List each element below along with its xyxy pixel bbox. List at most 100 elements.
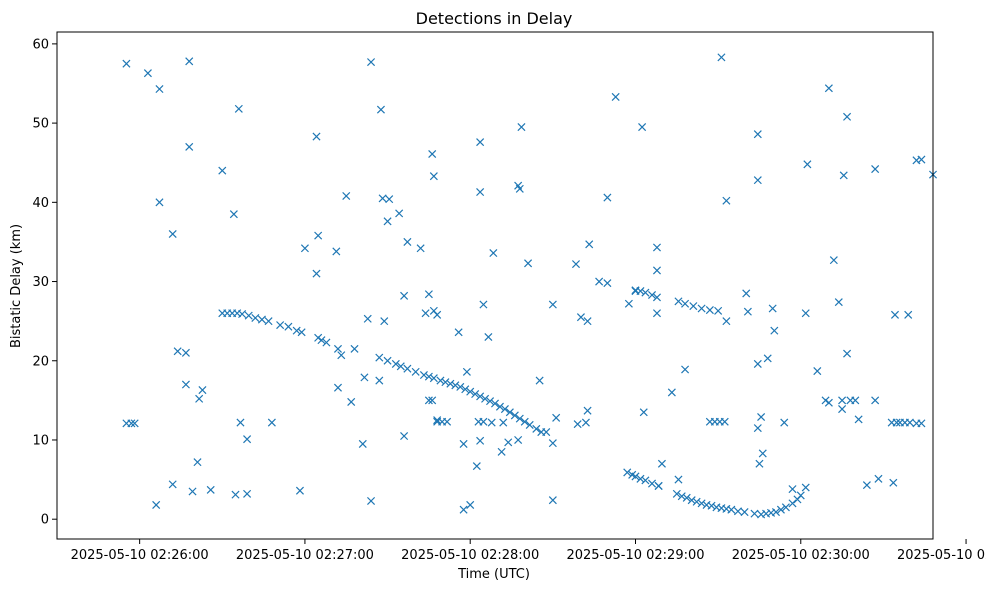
chart-title: Detections in Delay <box>416 9 573 28</box>
data-point <box>652 293 662 302</box>
data-point <box>446 379 455 388</box>
x-tick-label: 2025-05-10 02:28:00 <box>401 548 539 563</box>
data-point <box>489 248 498 258</box>
y-tick-label: 0 <box>41 513 49 528</box>
data-point <box>428 396 437 405</box>
data-point <box>720 417 729 426</box>
data-point <box>796 491 805 500</box>
data-point <box>358 439 367 448</box>
series-track-c-curve <box>623 468 805 519</box>
data-point <box>758 449 767 458</box>
data-point <box>433 310 442 319</box>
data-point <box>476 436 485 445</box>
data-point <box>631 287 640 296</box>
data-point <box>378 194 387 203</box>
data-point <box>367 58 376 67</box>
data-point <box>862 481 871 490</box>
data-point <box>350 344 359 353</box>
data-point <box>573 420 582 429</box>
data-point <box>603 193 612 202</box>
x-tick-label: 2025-05-10 02:30:00 <box>732 548 870 563</box>
data-point <box>548 496 557 505</box>
data-point <box>342 191 351 201</box>
data-point <box>548 300 557 309</box>
data-point <box>472 462 481 471</box>
data-point <box>705 306 714 315</box>
data-point <box>234 104 243 113</box>
data-point <box>168 229 177 239</box>
data-point <box>195 394 204 403</box>
data-point <box>312 269 321 278</box>
data-point <box>383 356 392 365</box>
data-point <box>641 288 650 297</box>
data-point <box>647 290 657 300</box>
data-point <box>824 398 833 407</box>
data-point <box>476 392 485 401</box>
data-point <box>504 438 513 447</box>
data-point <box>243 489 252 498</box>
data-point <box>428 149 437 159</box>
data-point <box>363 314 372 323</box>
data-point <box>403 364 412 373</box>
data-point <box>185 57 194 66</box>
x-tick-label: 2025-05-10 02:29:00 <box>566 548 704 563</box>
x-tick-label: 2025-05-10 02:27:00 <box>236 548 374 563</box>
series-const-12km <box>122 396 926 428</box>
data-point <box>424 290 433 299</box>
data-point <box>347 397 356 406</box>
data-point <box>654 481 663 490</box>
data-point <box>687 496 696 505</box>
data-point <box>416 244 425 253</box>
data-point <box>917 419 926 428</box>
data-point <box>181 380 190 389</box>
x-axis-label: Time (UTC) <box>457 567 530 582</box>
data-point <box>193 458 202 467</box>
data-point <box>742 289 751 298</box>
data-point <box>495 402 504 411</box>
data-point <box>360 373 369 382</box>
data-point <box>218 166 227 175</box>
data-point <box>641 476 650 485</box>
data-point <box>515 414 524 423</box>
data-point <box>843 112 852 121</box>
data-point <box>740 508 749 517</box>
data-point <box>461 385 470 394</box>
y-tick-label: 20 <box>32 354 49 369</box>
axes-layer: 2025-05-10 02:26:00 2025-05-10 02:27:00 20… <box>32 37 986 563</box>
x-tick-label: 2025-05-10 02:31:00 <box>897 548 986 563</box>
data-point <box>143 69 152 78</box>
data-point <box>717 53 726 62</box>
data-point <box>639 408 648 417</box>
data-point <box>257 315 266 324</box>
data-point <box>681 299 690 308</box>
data-point <box>185 142 194 151</box>
data-point <box>753 359 762 368</box>
data-point <box>801 483 810 492</box>
data-point <box>631 472 640 481</box>
data-point <box>677 492 686 501</box>
data-point <box>768 304 777 313</box>
data-point <box>576 313 585 322</box>
data-point <box>571 260 581 269</box>
data-point <box>780 418 789 427</box>
data-point <box>854 415 863 424</box>
data-point <box>714 306 723 315</box>
plot-area-frame <box>56 31 934 540</box>
data-point <box>595 277 604 286</box>
series-clutter <box>122 53 938 514</box>
data-point <box>471 390 480 399</box>
data-point <box>520 417 529 426</box>
data-point <box>851 396 860 405</box>
data-point <box>674 297 683 306</box>
data-point <box>548 439 557 448</box>
data-point <box>198 386 207 395</box>
data-point <box>421 309 430 318</box>
data-point <box>276 321 285 330</box>
data-point <box>168 480 177 489</box>
data-point <box>403 237 412 246</box>
data-point <box>267 418 276 427</box>
data-point <box>429 374 438 383</box>
data-point <box>829 256 838 265</box>
data-point <box>466 500 475 509</box>
data-point <box>411 367 420 376</box>
